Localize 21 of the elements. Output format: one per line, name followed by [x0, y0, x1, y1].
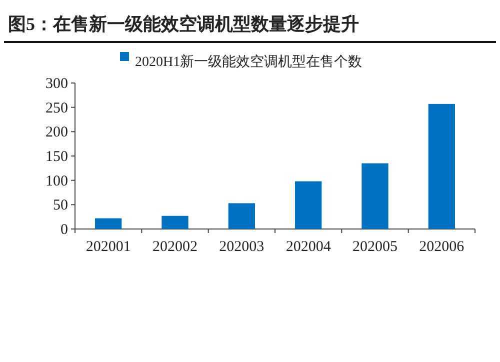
bar [428, 104, 455, 229]
bar [95, 218, 122, 229]
y-tick-label: 50 [53, 198, 68, 214]
x-tick-label: 202005 [352, 239, 398, 255]
y-tick-label: 300 [46, 76, 68, 92]
y-tick-label: 150 [46, 149, 68, 165]
legend-label: 2020H1新一级能效空调机型在售个数 [135, 54, 362, 70]
bar [228, 203, 255, 229]
bar [362, 163, 388, 229]
bar [295, 181, 322, 229]
y-tick-label: 250 [46, 100, 68, 116]
x-tick-label: 202001 [86, 239, 131, 255]
y-tick-label: 100 [46, 173, 68, 190]
y-tick-label: 0 [60, 222, 68, 238]
bar [162, 216, 188, 229]
x-tick-label: 202002 [152, 239, 198, 255]
x-tick-label: 202006 [419, 239, 465, 255]
chart-title: 图5：在售新一级能效空调机型数量逐步提升 [8, 14, 359, 34]
y-tick-label: 200 [46, 124, 68, 141]
x-tick-label: 202003 [219, 239, 264, 255]
x-tick-label: 202004 [286, 239, 332, 255]
